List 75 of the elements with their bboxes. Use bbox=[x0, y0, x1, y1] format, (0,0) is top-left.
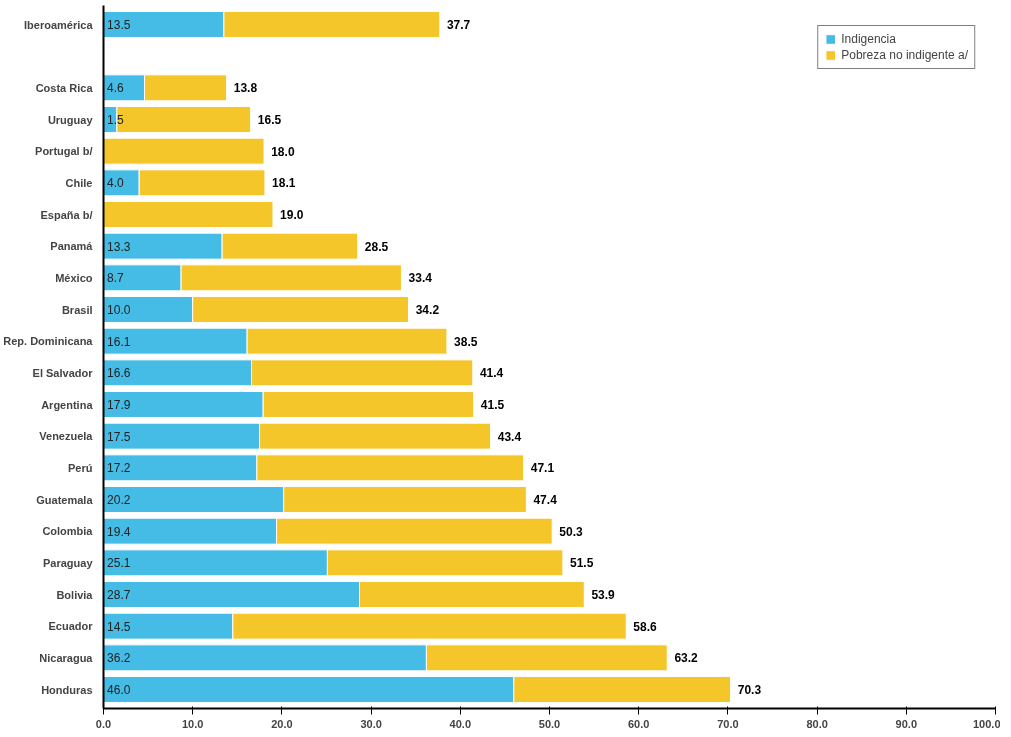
total-label: 37.7 bbox=[446, 18, 471, 32]
data-label: 17.9 bbox=[107, 398, 131, 412]
y-tick-label: Nicaragua bbox=[39, 651, 94, 664]
y-tick-label: Bolivia bbox=[56, 588, 94, 601]
total-label: 51.5 bbox=[570, 556, 594, 571]
x-tick-label: 60.0 bbox=[628, 717, 650, 730]
total-label: 63.2 bbox=[674, 651, 699, 666]
y-tick-label: España b/ bbox=[40, 208, 93, 221]
y-tick-label: Colombia bbox=[42, 525, 94, 538]
legend-label: Pobreza no indigente a/ bbox=[841, 48, 968, 62]
data-label: 46.0 bbox=[107, 683, 131, 697]
y-tick-label: Uruguay bbox=[47, 113, 94, 126]
data-label: 25.1 bbox=[107, 556, 131, 571]
x-tick-label: 10.0 bbox=[182, 717, 204, 730]
data-label: 36.2 bbox=[107, 651, 131, 666]
data-label: 28.7 bbox=[107, 588, 131, 602]
data-label: 19.4 bbox=[107, 524, 131, 539]
x-tick-label: 70.0 bbox=[717, 717, 739, 730]
total-label: 41.4 bbox=[479, 366, 504, 381]
total-label: 50.3 bbox=[559, 524, 583, 539]
y-tick-label: Guatemala bbox=[36, 493, 94, 506]
x-tick-label: 30.0 bbox=[360, 717, 382, 730]
y-tick-label: Perú bbox=[68, 461, 93, 474]
total-label: 34.2 bbox=[415, 303, 440, 317]
data-label: 16.1 bbox=[107, 334, 131, 349]
total-label: 13.8 bbox=[233, 81, 258, 96]
y-tick-label: Panamá bbox=[50, 240, 94, 253]
total-label: 53.9 bbox=[591, 588, 616, 602]
total-label: 70.3 bbox=[737, 683, 762, 697]
total-label: 19.0 bbox=[280, 208, 304, 222]
y-tick-label: Honduras bbox=[41, 683, 93, 696]
data-label: 16.6 bbox=[107, 366, 131, 381]
y-tick-label: Brasil bbox=[61, 303, 93, 316]
data-label: 17.5 bbox=[107, 429, 131, 444]
data-label: 17.2 bbox=[107, 461, 131, 476]
total-label: 33.4 bbox=[408, 271, 433, 286]
data-label: 14.5 bbox=[107, 619, 131, 634]
y-tick-label: Chile bbox=[65, 176, 93, 189]
x-tick-label: 90.0 bbox=[895, 717, 918, 730]
y-tick-label: Paraguay bbox=[42, 556, 94, 569]
y-tick-label: México bbox=[55, 271, 93, 284]
total-label: 16.5 bbox=[257, 113, 282, 127]
total-label: 43.4 bbox=[497, 429, 522, 444]
y-tick-label: Iberoamérica bbox=[24, 18, 94, 31]
data-label: 13.3 bbox=[107, 239, 131, 254]
y-tick-label: Argentina bbox=[41, 398, 94, 411]
total-label: 41.5 bbox=[480, 398, 505, 412]
y-tick-label: Costa Rica bbox=[35, 81, 94, 94]
bar bbox=[103, 137, 265, 165]
total-label: 47.1 bbox=[530, 461, 555, 476]
total-label: 38.5 bbox=[454, 334, 478, 349]
data-label: 13.5 bbox=[107, 18, 131, 32]
x-tick-label: 0.0 bbox=[95, 717, 112, 730]
total-label: 47.4 bbox=[533, 493, 558, 507]
data-label: 4.6 bbox=[107, 81, 125, 96]
data-label: 8.7 bbox=[107, 271, 125, 286]
y-tick-label: El Salvador bbox=[32, 366, 94, 379]
total-label: 18.1 bbox=[272, 176, 296, 191]
data-label: 10.0 bbox=[107, 303, 131, 317]
y-tick-label: Venezuela bbox=[39, 430, 94, 443]
legend-label: Indigencia bbox=[841, 32, 896, 46]
x-tick-label: 50.0 bbox=[538, 717, 561, 730]
total-label: 28.5 bbox=[364, 239, 389, 254]
y-tick-label: Ecuador bbox=[48, 620, 94, 633]
total-label: 18.0 bbox=[271, 144, 295, 159]
x-tick-label: 100.0 bbox=[972, 717, 1001, 730]
data-label: 20.2 bbox=[107, 493, 131, 507]
x-tick-label: 40.0 bbox=[449, 717, 472, 730]
y-tick-label: Portugal b/ bbox=[35, 145, 93, 158]
total-label: 58.6 bbox=[633, 619, 658, 634]
x-tick-label: 80.0 bbox=[806, 717, 828, 730]
bar bbox=[103, 201, 274, 228]
y-tick-label: Rep. Dominicana bbox=[3, 335, 94, 348]
data-label: 4.0 bbox=[107, 176, 125, 191]
x-tick-label: 20.0 bbox=[271, 717, 293, 730]
